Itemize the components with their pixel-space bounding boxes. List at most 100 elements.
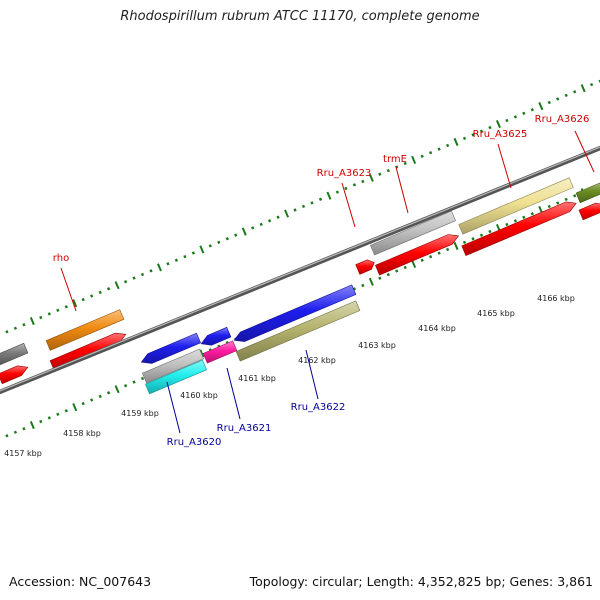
lower-feature-khaki (235, 300, 361, 362)
upper-feature-olive (575, 182, 600, 204)
upper-tick-mark (140, 272, 145, 277)
upper-tick-mark (428, 151, 433, 155)
callout-line-rru-a3626 (574, 130, 595, 173)
upper-tick-mark (98, 290, 102, 295)
gene-label-trme: trmE (383, 154, 407, 165)
upper-tick-mark (556, 97, 560, 101)
upper-tick-mark (310, 201, 314, 205)
upper-feature-gray (0, 342, 29, 366)
upper-tick-mark (56, 308, 60, 312)
upper-tick-mark (589, 82, 594, 87)
upper-tick-mark (29, 317, 35, 326)
upper-tick-mark (411, 155, 417, 164)
lower-tick-mark (39, 419, 43, 424)
upper-cds-red (461, 201, 577, 256)
upper-tick-mark (183, 254, 187, 259)
lower-tick-mark (564, 197, 568, 202)
upper-tick-mark (39, 315, 43, 320)
backbone-line (0, 145, 600, 395)
lower-tick-mark (428, 255, 433, 259)
lower-tick-mark (132, 380, 136, 384)
lower-tick-mark (513, 219, 518, 223)
upper-tick-mark (547, 100, 551, 105)
lower-cds-blue (233, 284, 357, 342)
lower-tick-mark (547, 204, 551, 209)
lower-tick-mark (368, 277, 374, 286)
upper-tick-mark (208, 244, 212, 248)
upper-tick-mark (462, 136, 467, 141)
lower-feature-magenta (202, 340, 238, 364)
callout-line-rru-a3622 (305, 349, 319, 400)
kbp-scale-label: 4165 kbp (477, 309, 515, 318)
gene-label-rho: rho (53, 253, 69, 264)
lower-cds-blue (200, 326, 232, 346)
gene-label-rru_a3625: Rru_A3625 (473, 129, 528, 140)
lower-tick-mark (114, 385, 120, 394)
label-layer: rho Rru_A3623 trmE Rru_A3625 Rru_A3626 Rru_A3… (4, 114, 589, 458)
lower-tick-mark (573, 194, 577, 198)
gene-label-rru_a3622: Rru_A3622 (291, 402, 346, 413)
lower-tick-mark (5, 434, 9, 438)
upper-tick-mark (344, 186, 348, 191)
upper-tick-mark (530, 108, 534, 112)
upper-tick-mark (368, 173, 374, 182)
callout-layer (60, 130, 595, 434)
upper-tick-mark (251, 226, 255, 230)
upper-tick-mark (453, 137, 459, 146)
upper-tick-mark (123, 280, 128, 284)
lower-tick-mark (437, 251, 441, 255)
callout-line-trme (395, 166, 409, 214)
upper-tick-mark (513, 115, 518, 119)
genome-info-text: Topology: circular; Length: 4,352,825 bp… (249, 574, 593, 589)
lower-tick-mark (530, 212, 534, 216)
upper-cds-red (0, 365, 29, 385)
upper-tick-mark (225, 237, 229, 241)
lower-tick-mark (462, 240, 467, 245)
lower-feature-cyan (145, 359, 207, 395)
feature-layer (0, 177, 600, 395)
kbp-scale-label: 4158 kbp (63, 429, 101, 438)
upper-tick-mark (318, 197, 323, 201)
upper-tick-mark (22, 323, 26, 327)
lower-tick-mark (47, 416, 51, 420)
accession-text: Accession: NC_007643 (9, 574, 152, 589)
lower-tick-mark (488, 229, 492, 234)
kbp-scale-label: 4163 kbp (358, 341, 396, 350)
upper-tick-mark (149, 269, 153, 273)
upper-tick-mark (293, 208, 297, 212)
upper-tick-mark (191, 251, 196, 255)
upper-tick-mark (573, 90, 577, 94)
upper-tick-mark (445, 143, 450, 148)
upper-tick-mark (505, 118, 509, 123)
upper-tick-mark (217, 240, 221, 244)
upper-tick-mark (234, 233, 238, 237)
kbp-scale-label: 4157 kbp (4, 449, 42, 458)
upper-tick-mark (156, 263, 162, 272)
lower-feature-silver (142, 348, 204, 384)
gene-label-rru_a3620: Rru_A3620 (167, 437, 222, 448)
lower-tick-mark (445, 247, 450, 252)
lower-tick-mark (453, 241, 459, 250)
callout-line-rru-a3625 (497, 143, 512, 189)
upper-tick-mark (276, 215, 280, 219)
upper-tick-mark (395, 165, 399, 169)
upper-tick-mark (420, 154, 424, 158)
lower-tick-mark (56, 412, 60, 416)
upper-tick-mark (538, 102, 544, 111)
lower-tick-mark (199, 349, 205, 358)
upper-tick-mark (580, 84, 586, 93)
upper-tick-mark (352, 183, 357, 187)
lower-tick-mark (90, 398, 94, 402)
lower-tick-mark (106, 391, 111, 395)
upper-tick-mark (437, 147, 441, 151)
upper-tick-mark (471, 133, 475, 137)
kbp-scale-label: 4164 kbp (418, 324, 456, 333)
upper-feature-orange (45, 309, 125, 351)
upper-tick-mark (378, 172, 382, 176)
lower-tick-mark (420, 258, 424, 262)
upper-cds-red (578, 202, 600, 221)
lower-tick-mark (22, 427, 26, 431)
upper-tick-mark (174, 258, 179, 262)
lower-tick-mark (395, 269, 399, 273)
